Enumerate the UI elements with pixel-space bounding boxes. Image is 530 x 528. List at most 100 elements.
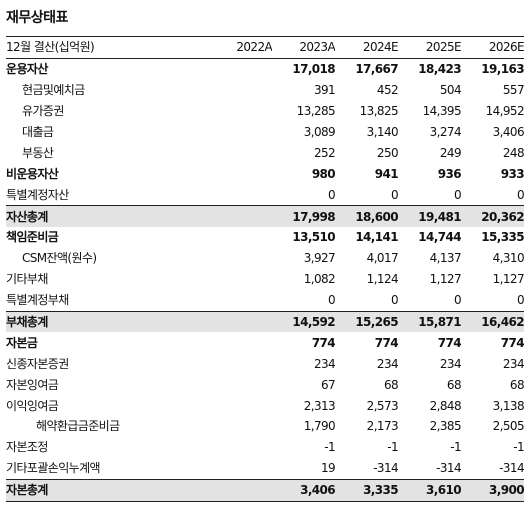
row-value [209,227,272,248]
row-value: 252 [313,145,336,160]
row-value: 67 [320,377,336,392]
row-value: 14,141 [355,230,399,245]
row-value: 941 [374,166,399,181]
table-row: 신종자본증권 234 234 234 234 [6,353,524,374]
table-row: 부동산 252 250 249 248 [6,142,524,163]
row-value [209,374,272,395]
row-value: 774 [437,335,461,350]
row-value: 504 [439,83,461,98]
row-value: 18,423 [418,62,461,77]
row-value [209,310,273,333]
row-value: 4,017 [366,251,399,266]
row-value: 15,871 [398,310,461,333]
row-value: 68 [509,377,524,392]
row-value: 68 [446,377,461,392]
row-value: 234 [313,356,336,371]
table-row: 해약환급금준비금 1,790 2,173 2,385 2,505 [6,416,524,437]
row-value: 3,406 [272,478,336,502]
row-value: 1,082 [303,272,336,287]
row-value: 774 [311,335,336,350]
row-value: 248 [502,145,524,160]
row-value [209,395,272,416]
row-label: 유가증권 [22,104,64,119]
row-value: -314 [373,461,399,476]
row-value: 1,124 [366,272,399,287]
row-value: 4,310 [492,251,524,266]
row-value: 0 [328,293,336,308]
row-value: 20,362 [461,205,524,228]
row-value: 936 [437,166,461,181]
row-label: 이익잉여금 [6,398,59,413]
table-row: 자본조정 -1 -1 -1 -1 [6,437,524,458]
header-year: 2023A [272,36,336,59]
row-label: 기타부채 [6,272,48,287]
row-value: 1,790 [303,419,336,434]
row-label: 신종자본증권 [6,356,69,371]
header-label: 12월 결산(십억원) [6,36,210,59]
table-row: 비운용자산 980 941 936 933 [6,163,524,184]
row-value: -1 [450,440,461,455]
table-row: 유가증권 13,285 13,825 14,395 14,952 [6,101,524,122]
row-value [209,353,272,374]
row-label: 특별계정부채 [6,293,69,308]
row-label: CSM잔액(원수) [22,251,97,266]
row-value: 1,127 [492,272,524,287]
row-value: 3,610 [398,478,461,502]
row-value: 234 [502,356,524,371]
row-value: 13,510 [292,230,336,245]
row-value [209,416,272,437]
row-value: 3,927 [303,251,336,266]
row-label: 기타포괄손익누계액 [6,461,101,476]
row-value: -314 [436,461,461,476]
row-label: 자본금 [6,335,38,350]
row-value: 19 [320,461,336,476]
row-label: 해약환급금준비금 [36,419,120,434]
table-row: 자본잉여금 67 68 68 68 [6,374,524,395]
row-value: 933 [500,166,524,181]
row-value: 15,335 [481,230,524,245]
row-value: 4,137 [429,251,461,266]
table-row: 현금및예치금 391 452 504 557 [6,80,524,101]
row-value: 0 [390,293,399,308]
row-value: 3,335 [335,478,399,502]
table-row: 자산총계 17,998 18,600 19,481 20,362 [6,205,524,228]
row-value: 13,285 [296,104,336,119]
table-row: 기타포괄손익누계액 19 -314 -314 -314 [6,458,524,479]
row-value: 0 [390,187,399,202]
row-value: 17,018 [292,62,336,77]
row-label: 현금및예치금 [22,83,85,98]
row-label: 대출금 [22,125,54,139]
row-value: 0 [516,187,524,202]
row-value: 14,395 [422,104,461,119]
row-value: 3,140 [366,125,399,139]
table-row: 대출금 3,089 3,140 3,274 3,406 [6,122,524,143]
row-value: 2,573 [366,398,399,413]
row-value: 1,127 [429,272,461,287]
row-value: 2,505 [492,419,524,434]
row-value: 68 [383,377,399,392]
table-row: 기타부채 1,082 1,124 1,127 1,127 [6,269,524,290]
row-label: 특별계정자산 [6,187,69,202]
row-value: 17,667 [355,62,399,77]
table-header: 12월 결산(십억원) 2022A 2023A 2024E 2025E 2026… [6,36,524,59]
row-value [209,163,272,184]
row-value: -1 [324,440,336,455]
row-value: 14,952 [485,104,524,119]
row-label: 부채총계 [6,310,210,333]
row-value: 249 [439,145,461,160]
row-value: -1 [387,440,399,455]
row-value: 19,481 [398,205,461,228]
row-value: 2,313 [303,398,336,413]
table-body: 운용자산 17,018 17,667 18,423 19,163 현금및예치금 391 452… [6,58,524,502]
row-value [209,332,272,353]
row-value: 0 [516,293,524,308]
row-value: 19,163 [481,62,524,77]
row-value: 391 [313,83,336,98]
row-value: 234 [376,356,399,371]
row-value: 18,600 [335,205,399,228]
row-value [209,122,272,143]
row-value: 0 [453,293,461,308]
row-value: 2,173 [366,419,399,434]
row-label: 자산총계 [6,205,210,228]
